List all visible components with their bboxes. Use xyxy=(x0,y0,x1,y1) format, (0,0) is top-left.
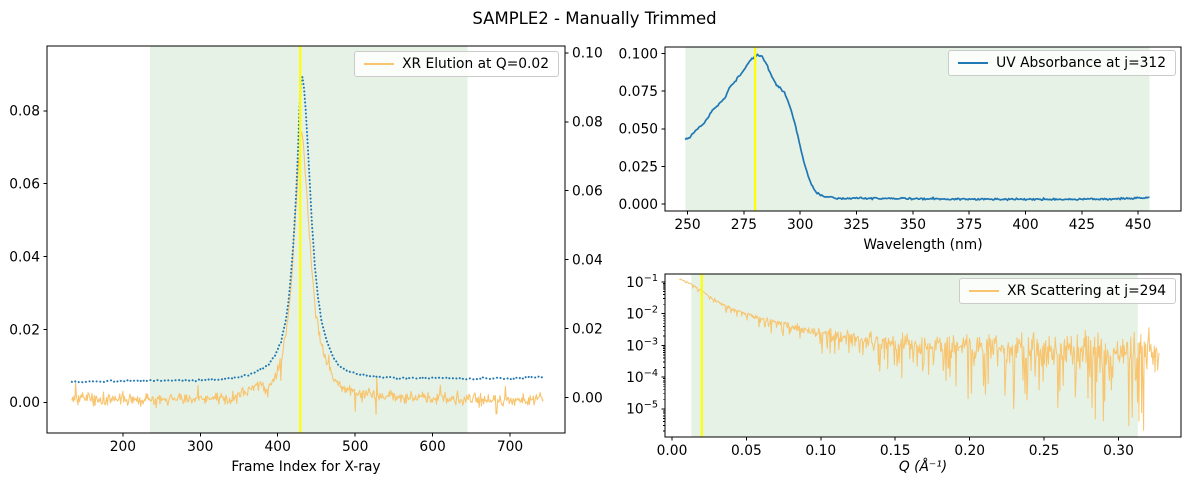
x-tick-label: 0.00 xyxy=(657,443,688,459)
x-tick-label: 0.10 xyxy=(805,443,836,459)
x-tick-label: 0.25 xyxy=(1029,443,1060,459)
x-tick-label: 600 xyxy=(419,439,445,455)
y-tick-label: 0.075 xyxy=(619,84,659,100)
y-tick-label: 0.00 xyxy=(9,395,40,411)
legend-line-sample-xr-scattering xyxy=(969,290,1000,292)
trim-region-shade xyxy=(150,46,468,433)
series-uv-elution-overlay xyxy=(70,76,546,384)
x-tick-label: 700 xyxy=(497,439,523,455)
y-tick-label: 0.025 xyxy=(619,159,659,175)
plot-spines xyxy=(46,45,566,434)
figure-title: SAMPLE2 - Manually Trimmed xyxy=(472,9,717,28)
x-tick-label: 0.15 xyxy=(880,443,911,459)
y-tick-label: 0.08 xyxy=(572,115,603,131)
x-tick-label: 300 xyxy=(787,217,813,233)
y-tick-label: 0.00 xyxy=(572,390,603,406)
x-tick-label: 450 xyxy=(1125,217,1151,233)
x-tick-label: 400 xyxy=(1012,217,1038,233)
x-tick-label: 425 xyxy=(1069,217,1095,233)
y-tick-label: 10−4 xyxy=(626,368,658,386)
x-tick-label: 0.05 xyxy=(731,443,762,459)
y-tick-label: 0.02 xyxy=(572,321,603,337)
x-tick-label: 0.20 xyxy=(954,443,985,459)
legend-line-sample-xr-elution xyxy=(364,63,395,65)
legend-line-sample-uv-absorbance xyxy=(958,62,989,64)
y-tick-label: 10−2 xyxy=(626,305,658,323)
y-tick-label: 0.050 xyxy=(619,122,659,138)
series-xr-elution-intensity xyxy=(71,131,544,415)
legend-label-xr-elution: XR Elution at Q=0.02 xyxy=(402,56,549,72)
y-tick-label: 0.06 xyxy=(9,177,40,193)
y-tick-label: 10−5 xyxy=(626,400,658,418)
legend-uv-absorbance: UV Absorbance at j=312 xyxy=(948,50,1176,76)
y-tick-label: 0.06 xyxy=(572,184,603,200)
x-tick-label: 400 xyxy=(265,439,291,455)
legend-xr-elution: XR Elution at Q=0.02 xyxy=(354,51,559,77)
y-tick-label: 0.10 xyxy=(572,46,603,62)
x-tick-label: 500 xyxy=(342,439,368,455)
xlabel-wavelength: Wavelength (nm) xyxy=(863,237,983,253)
x-tick-label: 275 xyxy=(731,217,757,233)
y-tick-label: 10−3 xyxy=(626,336,658,354)
y-tick-label: 10−1 xyxy=(626,273,658,291)
y-tick-label: 0.02 xyxy=(9,322,40,338)
y-tick-label: 0.000 xyxy=(619,197,659,213)
legend-label-uv-absorbance: UV Absorbance at j=312 xyxy=(996,55,1166,71)
legend-label-xr-scattering: XR Scattering at j=294 xyxy=(1007,283,1166,299)
y-tick-label: 0.04 xyxy=(572,253,603,269)
x-tick-label: 0.30 xyxy=(1103,443,1134,459)
xlabel-frame-index: Frame Index for X-ray xyxy=(231,459,381,475)
x-tick-label: 375 xyxy=(956,217,982,233)
series-uv-spectrum xyxy=(684,53,1150,202)
x-tick-label: 250 xyxy=(674,217,700,233)
series-scattering-intensity xyxy=(679,278,1160,431)
plot-spines xyxy=(664,273,1182,438)
x-tick-label: 300 xyxy=(187,439,213,455)
xlabel-q: Q (Å⁻¹) xyxy=(898,459,948,475)
legend-xr-scattering: XR Scattering at j=294 xyxy=(959,278,1176,304)
axes-xr-elution: 200 300 400 500 600 700 0.00 0.02 0.04 0.06 0.08 0.… xyxy=(9,45,603,455)
x-tick-label: 325 xyxy=(843,217,869,233)
y-tick-label: 0.100 xyxy=(619,46,659,62)
x-tick-label: 350 xyxy=(900,217,926,233)
x-tick-label: 200 xyxy=(110,439,136,455)
y-tick-label: 0.08 xyxy=(9,104,40,120)
y-tick-label: 0.04 xyxy=(9,249,40,265)
